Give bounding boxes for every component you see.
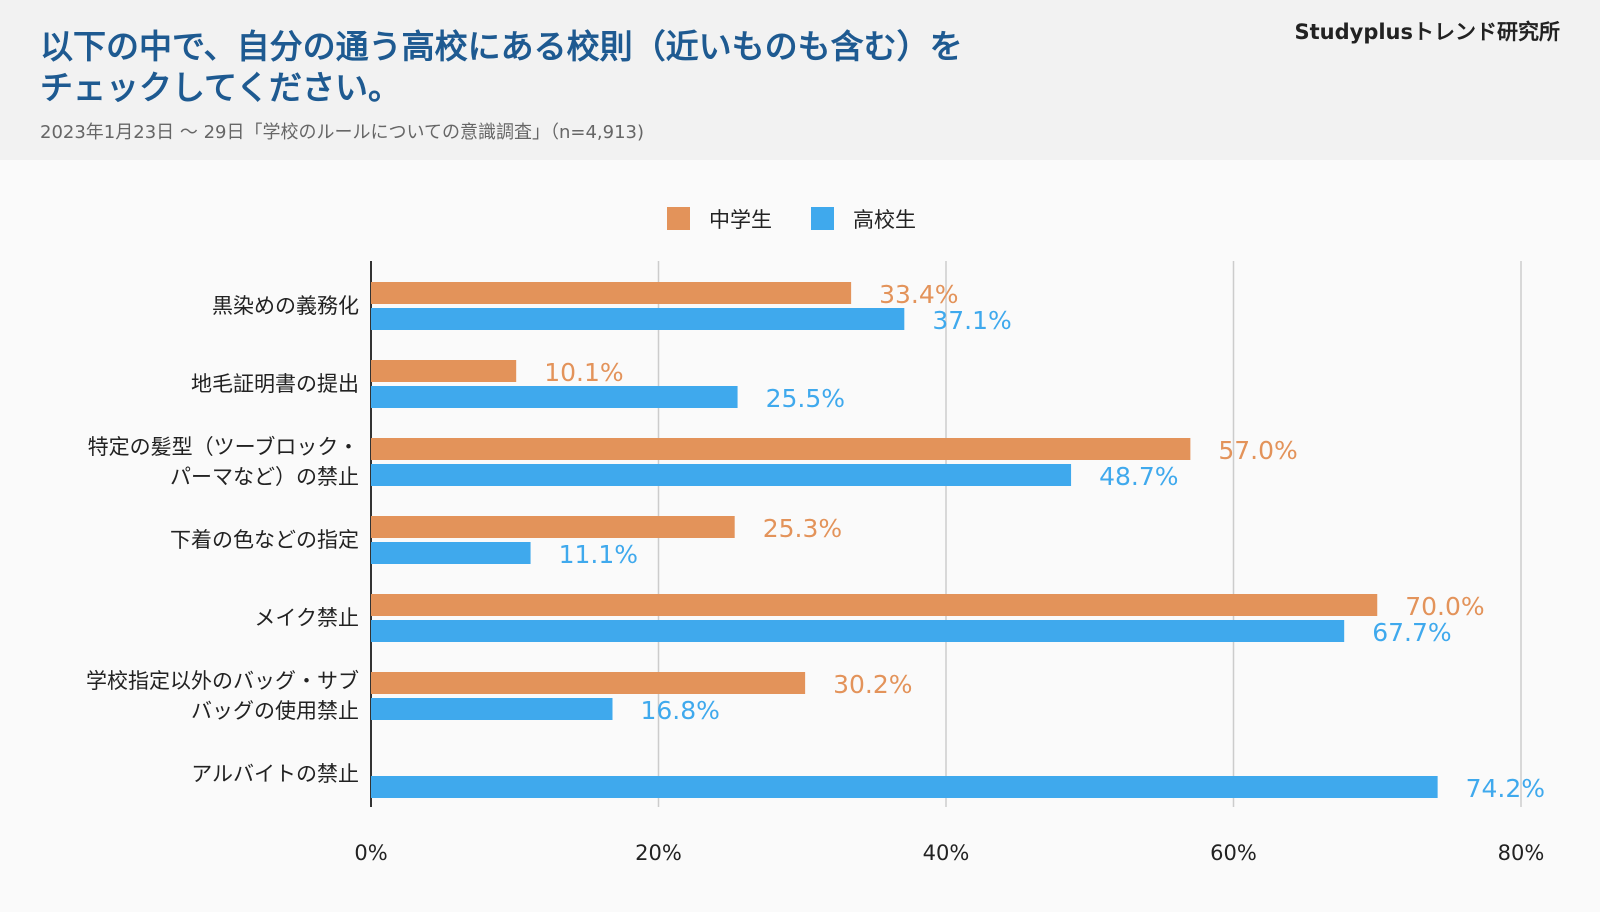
bar-5-1 — [371, 698, 613, 720]
category-label-2-line-1: パーマなど）の禁止 — [170, 465, 359, 489]
category-label-2-line-0: 特定の髪型（ツーブロック・ — [88, 435, 359, 459]
bar-2-1 — [371, 464, 1072, 486]
value-label-3-1: 11.1% — [559, 540, 638, 569]
bar-0-1 — [371, 308, 905, 330]
bars: 33.4%37.1% 10.1% 25.5% 57.0% 48.7% 25.3% 11.1%… — [371, 280, 1545, 803]
value-label-2-0: 57.0% — [1218, 436, 1297, 465]
bar-1-1 — [371, 386, 738, 408]
bar-2-0 — [371, 438, 1191, 460]
legend-swatch-0 — [667, 207, 690, 230]
x-tick-label-40: 40% — [923, 841, 970, 865]
legend: 中学生 高校生 — [667, 207, 916, 232]
category-label-5-line-0: 学校指定以外のバッグ・サブ — [86, 669, 359, 693]
category-label-0-line-0: 黒染めの義務化 — [212, 294, 359, 318]
category-label-4-line-0: メイク禁止 — [254, 606, 359, 630]
category-label-3-line-0: 下着の色などの指定 — [170, 528, 359, 552]
value-label-4-0: 70.0% — [1405, 592, 1484, 621]
value-label-1-1: 25.5% — [766, 384, 845, 413]
legend-label-0: 中学生 — [709, 208, 772, 232]
bar-3-1 — [371, 542, 531, 564]
category-label-1-line-0: 地毛証明書の提出 — [191, 372, 359, 396]
bar-chart: 中学生 高校生 33.4%37.1% 10.1% 25.5% 57.0% 48.7% 25.… — [86, 207, 1545, 865]
chart-panel: 中学生 高校生 33.4% 37.1% 10.1% 25.5% 57.0% 48.7% 25.… — [0, 160, 1600, 912]
category-label-5-line-1: バッグの使用禁止 — [191, 699, 359, 723]
bar-5-0 — [371, 672, 806, 694]
title-line-2: チェックしてください。 — [40, 68, 402, 107]
value-label-1-0: 10.1% — [544, 358, 623, 387]
value-label-6-1: 74.2% — [1466, 774, 1545, 803]
bar-6-1 — [371, 776, 1438, 798]
bar-4-1 — [371, 620, 1345, 642]
x-tick-label-0: 0% — [354, 841, 387, 865]
value-label-3-0: 25.3% — [763, 514, 842, 543]
title-line-1: 以下の中で、自分の通う高校にある校則（近いものも含む）を — [40, 27, 963, 66]
value-label-2-1: 48.7% — [1099, 462, 1178, 491]
value-label-4-1: 67.7% — [1372, 618, 1451, 647]
x-axis-ticks: 0% 20% 40% 60% 80% — [354, 841, 1544, 865]
x-tick-label-20: 20% — [635, 841, 682, 865]
bar-3-0 — [371, 516, 735, 538]
brand-logo-text: Studyplusトレンド研究所 — [1294, 20, 1560, 44]
value-label-0-1: 37.1% — [932, 306, 1011, 335]
bar-0-0 — [371, 282, 852, 304]
bar-1-0 — [371, 360, 517, 382]
chart-title: 以下の中で、自分の通う高校にある校則（近いものも含む）を チェックしてください。 — [40, 26, 1220, 108]
chart-subtitle: 2023年1月23日 〜 29日「学校のルールについての意識調査」（n=4,91… — [40, 122, 645, 143]
legend-swatch-1 — [811, 207, 834, 230]
value-label-5-0: 30.2% — [833, 670, 912, 699]
legend-label-1: 高校生 — [853, 208, 916, 232]
header: 以下の中で、自分の通う高校にある校則（近いものも含む）を チェックしてください。… — [0, 0, 1600, 160]
x-tick-label-60: 60% — [1210, 841, 1257, 865]
category-label-6-line-0: アルバイトの禁止 — [191, 762, 359, 786]
value-label-0-0: 33.4% — [879, 280, 958, 309]
bar-4-0 — [371, 594, 1378, 616]
x-tick-label-80: 80% — [1498, 841, 1545, 865]
category-labels: 黒染めの義務化地毛証明書の提出特定の髪型（ツーブロック・パーマなど）の禁止下着の… — [86, 294, 359, 786]
value-label-5-1: 16.8% — [641, 696, 720, 725]
